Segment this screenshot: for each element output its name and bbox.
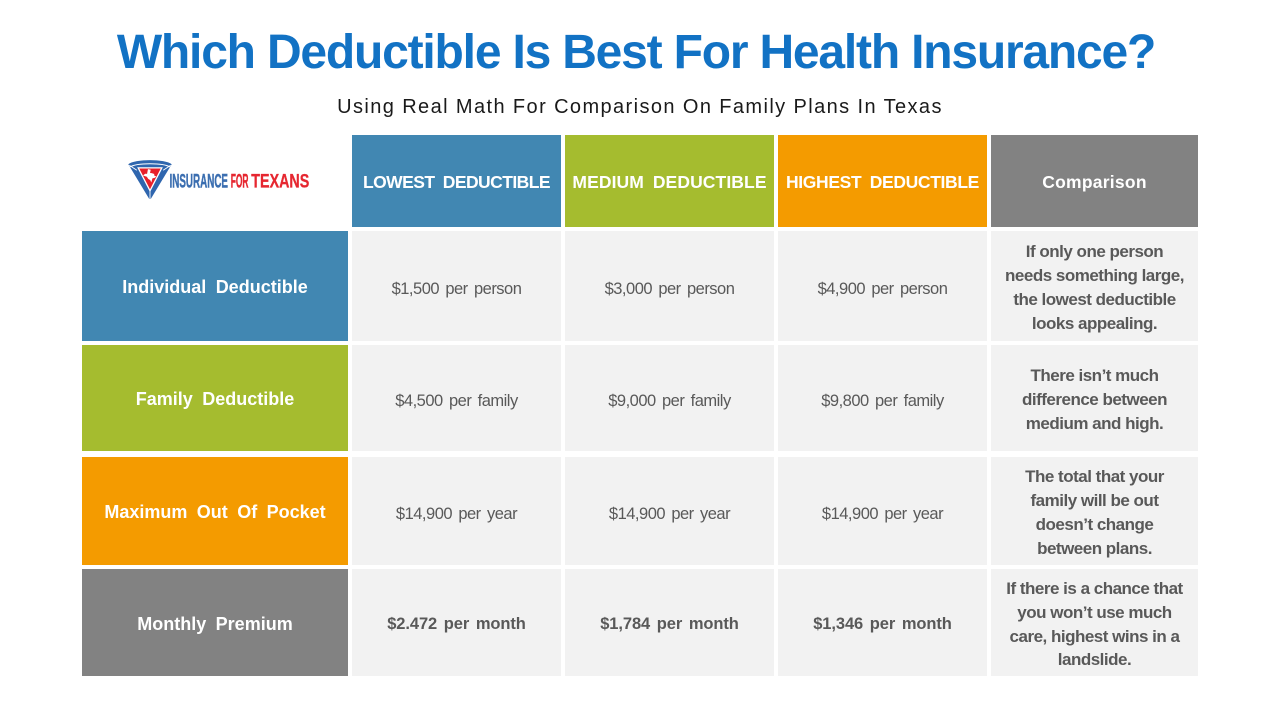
svg-text:FOR: FOR bbox=[231, 172, 249, 193]
svg-text:INSURANCE: INSURANCE bbox=[170, 172, 229, 193]
svg-text:TEXANS: TEXANS bbox=[251, 172, 309, 193]
